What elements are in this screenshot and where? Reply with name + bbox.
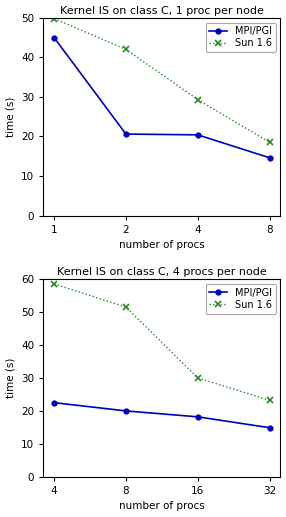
Sun 1.6 xyxy=(52,281,56,287)
Sun 1.6 xyxy=(196,375,200,381)
MPI/PGI xyxy=(52,400,56,406)
Sun 1.6 xyxy=(124,47,128,53)
Y-axis label: time (s): time (s) xyxy=(5,97,15,137)
Line: MPI/PGI: MPI/PGI xyxy=(51,35,272,160)
Legend: MPI/PGI, Sun 1.6: MPI/PGI, Sun 1.6 xyxy=(206,23,276,52)
X-axis label: number of procs: number of procs xyxy=(119,240,205,250)
Title: Kernel IS on class C, 4 procs per node: Kernel IS on class C, 4 procs per node xyxy=(57,267,267,277)
MPI/PGI xyxy=(124,131,128,137)
Y-axis label: time (s): time (s) xyxy=(5,358,15,398)
Sun 1.6 xyxy=(268,397,271,403)
Sun 1.6 xyxy=(52,16,56,22)
Sun 1.6 xyxy=(124,304,128,310)
Legend: MPI/PGI, Sun 1.6: MPI/PGI, Sun 1.6 xyxy=(206,284,276,314)
MPI/PGI xyxy=(124,408,128,414)
MPI/PGI xyxy=(268,155,271,161)
Sun 1.6 xyxy=(268,139,271,145)
Title: Kernel IS on class C, 1 proc per node: Kernel IS on class C, 1 proc per node xyxy=(60,6,264,16)
MPI/PGI xyxy=(268,424,271,431)
Line: Sun 1.6: Sun 1.6 xyxy=(51,281,273,403)
X-axis label: number of procs: number of procs xyxy=(119,501,205,511)
Sun 1.6 xyxy=(196,97,200,103)
Line: MPI/PGI: MPI/PGI xyxy=(51,400,272,430)
MPI/PGI xyxy=(52,35,56,41)
MPI/PGI xyxy=(196,132,200,138)
Line: Sun 1.6: Sun 1.6 xyxy=(51,16,273,145)
MPI/PGI xyxy=(196,414,200,420)
